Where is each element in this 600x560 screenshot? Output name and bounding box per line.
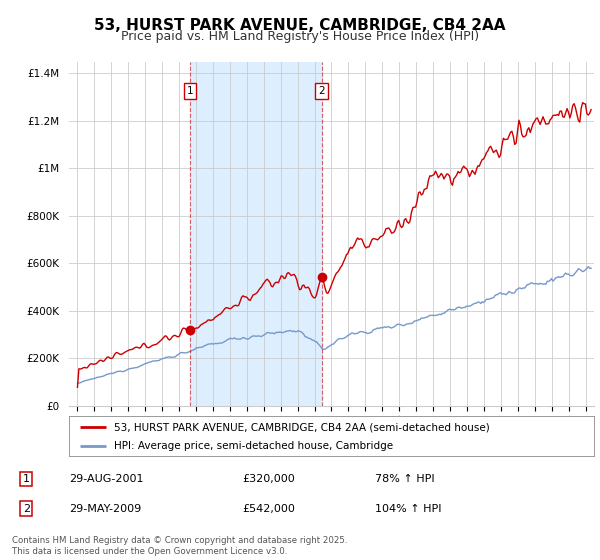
Text: 2: 2 [23,503,30,514]
Text: 53, HURST PARK AVENUE, CAMBRIDGE, CB4 2AA: 53, HURST PARK AVENUE, CAMBRIDGE, CB4 2A… [94,18,506,32]
Text: £542,000: £542,000 [242,503,295,514]
Text: £320,000: £320,000 [242,474,295,484]
Text: 29-MAY-2009: 29-MAY-2009 [70,503,142,514]
Text: Contains HM Land Registry data © Crown copyright and database right 2025.
This d: Contains HM Land Registry data © Crown c… [12,536,347,556]
Bar [190,62,322,406]
Text: 2: 2 [318,86,325,96]
Text: 1: 1 [23,474,30,484]
Text: 1: 1 [187,86,193,96]
Text: HPI: Average price, semi-detached house, Cambridge: HPI: Average price, semi-detached house,… [113,441,393,451]
Text: 104% ↑ HPI: 104% ↑ HPI [375,503,442,514]
Text: 78% ↑ HPI: 78% ↑ HPI [375,474,434,484]
Text: 29-AUG-2001: 29-AUG-2001 [70,474,144,484]
Text: Price paid vs. HM Land Registry's House Price Index (HPI): Price paid vs. HM Land Registry's House … [121,30,479,43]
Text: 53, HURST PARK AVENUE, CAMBRIDGE, CB4 2AA (semi-detached house): 53, HURST PARK AVENUE, CAMBRIDGE, CB4 2A… [113,422,490,432]
